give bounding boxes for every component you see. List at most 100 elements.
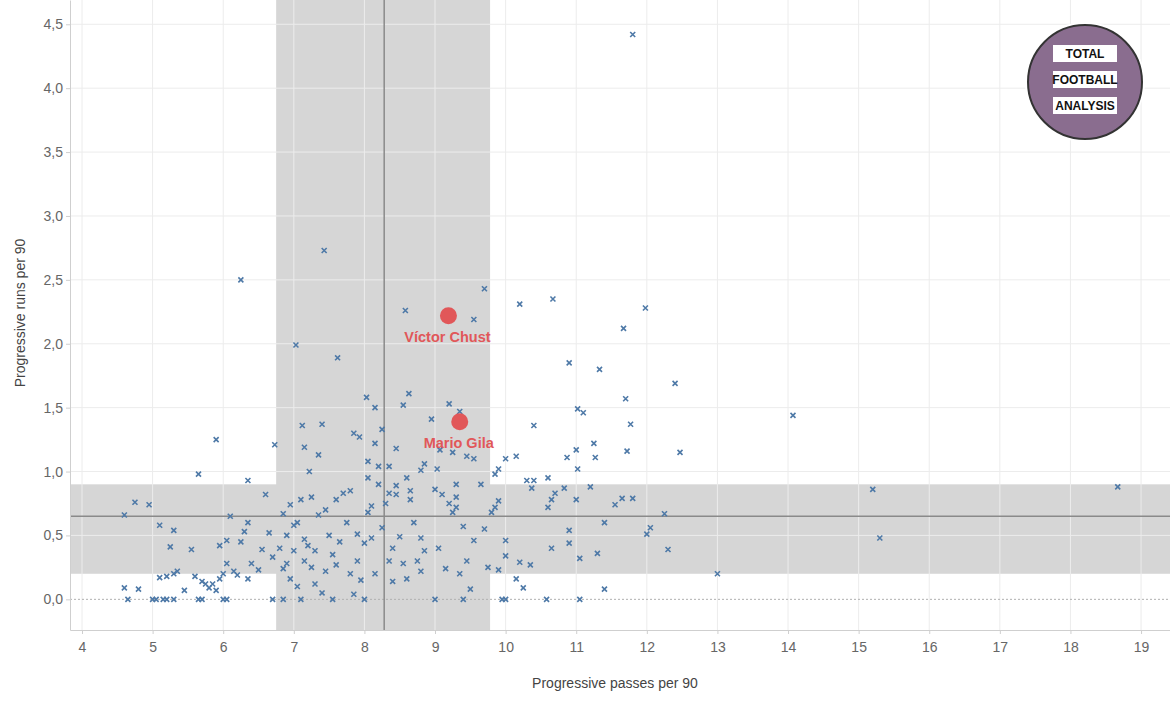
grid-line-y xyxy=(70,279,1170,280)
point xyxy=(503,538,508,543)
point-label: Víctor Chust xyxy=(404,329,490,345)
x-tick: 15 xyxy=(851,630,867,655)
point xyxy=(364,395,369,400)
x-tick-label: 6 xyxy=(220,639,228,655)
x-tick: 17 xyxy=(993,630,1009,655)
point xyxy=(320,590,325,595)
point xyxy=(595,551,600,556)
point xyxy=(238,539,243,544)
point xyxy=(358,578,363,583)
point xyxy=(351,592,356,597)
point xyxy=(322,248,327,253)
point xyxy=(415,558,420,563)
point xyxy=(411,520,416,525)
point xyxy=(471,317,476,322)
point xyxy=(302,445,307,450)
point xyxy=(482,286,487,291)
x-tick: 10 xyxy=(498,630,514,655)
logo-strip xyxy=(1053,71,1117,88)
point xyxy=(373,405,378,410)
point xyxy=(625,449,630,454)
point xyxy=(210,581,215,586)
x-tick: 4 xyxy=(79,630,87,655)
point xyxy=(330,597,335,602)
point xyxy=(295,584,300,589)
point xyxy=(125,597,130,602)
y-tick-label: 0,0 xyxy=(44,591,64,607)
point xyxy=(602,520,607,525)
point xyxy=(298,497,303,502)
point xyxy=(790,413,795,418)
point xyxy=(464,454,469,459)
point xyxy=(373,571,378,576)
y-tick-label: 2,0 xyxy=(44,336,64,352)
point xyxy=(574,497,579,502)
grid-line-y xyxy=(70,343,1170,344)
point xyxy=(270,555,275,560)
point xyxy=(401,403,406,408)
point xyxy=(312,581,317,586)
x-tick: 7 xyxy=(290,630,298,655)
point xyxy=(136,587,141,592)
point xyxy=(281,566,286,571)
point xyxy=(447,501,452,506)
point xyxy=(418,535,423,540)
x-axis-title: Progressive passes per 90 xyxy=(532,675,698,691)
point xyxy=(323,569,328,574)
point xyxy=(436,546,441,551)
x-tick-mark xyxy=(506,630,507,634)
point xyxy=(623,396,628,401)
x-tick: 13 xyxy=(710,630,726,655)
point xyxy=(341,491,346,496)
point xyxy=(327,533,332,538)
point xyxy=(291,548,296,553)
point xyxy=(454,482,459,487)
point xyxy=(245,478,250,483)
point xyxy=(531,423,536,428)
x-tick-label: 19 xyxy=(1134,639,1150,655)
point xyxy=(496,466,501,471)
point xyxy=(471,456,476,461)
point xyxy=(575,466,580,471)
x-tick-label: 4 xyxy=(79,639,87,655)
logo: TOTALFOOTBALLANALYSIS xyxy=(1025,22,1145,142)
logo-text: FOOTBALL xyxy=(1052,73,1117,87)
point xyxy=(270,597,275,602)
point xyxy=(256,567,261,572)
point xyxy=(443,566,448,571)
point xyxy=(1115,484,1120,489)
mean-line-y xyxy=(70,516,1170,518)
x-tick-label: 5 xyxy=(149,639,157,655)
point xyxy=(545,475,550,480)
point xyxy=(330,552,335,557)
y-tick-mark xyxy=(66,216,70,217)
y-tick-label: 1,5 xyxy=(44,400,64,416)
point xyxy=(471,538,476,543)
y-tick-label: 4,5 xyxy=(44,16,64,32)
logo-bg xyxy=(1025,22,1145,142)
point xyxy=(591,441,596,446)
point xyxy=(192,574,197,579)
y-tick: 4,5 xyxy=(44,16,70,32)
point xyxy=(387,464,392,469)
point xyxy=(461,524,466,529)
point xyxy=(293,343,298,348)
point xyxy=(581,410,586,415)
y-tick-label: 3,5 xyxy=(44,144,64,160)
point xyxy=(154,597,159,602)
x-tick-label: 12 xyxy=(640,639,656,655)
point xyxy=(217,576,222,581)
point xyxy=(302,558,307,563)
point xyxy=(575,406,580,411)
x-tick-label: 17 xyxy=(993,639,1009,655)
point xyxy=(715,571,720,576)
point xyxy=(630,32,635,37)
y-tick-label: 2,5 xyxy=(44,272,64,288)
point xyxy=(295,520,300,525)
point xyxy=(394,492,399,497)
point xyxy=(517,560,522,565)
point xyxy=(362,541,367,546)
x-tick-mark xyxy=(717,630,718,634)
point xyxy=(451,413,468,430)
point xyxy=(288,502,293,507)
